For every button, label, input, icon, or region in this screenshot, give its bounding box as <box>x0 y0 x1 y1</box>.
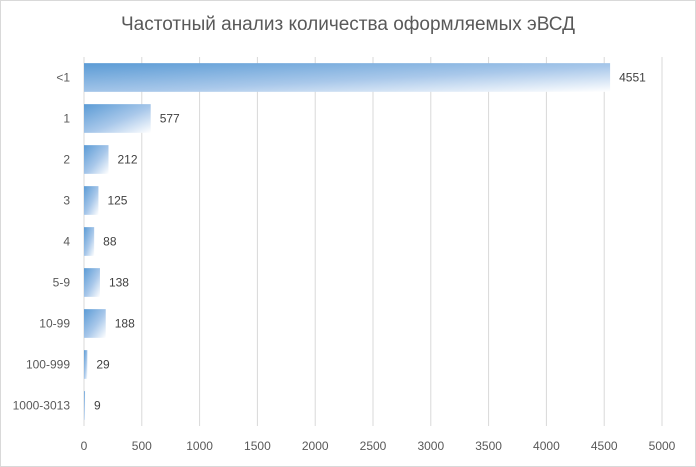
data-label: 138 <box>109 276 129 290</box>
category-label: <1 <box>56 71 70 85</box>
x-tick-label: 2500 <box>360 439 387 453</box>
bar <box>84 63 611 92</box>
chart-title: Частотный анализ количества оформляемых … <box>121 14 575 35</box>
bar <box>84 186 99 215</box>
bars <box>84 63 611 420</box>
gridlines <box>83 57 663 426</box>
x-tick-label: 500 <box>132 439 152 453</box>
bar <box>84 227 95 256</box>
category-label: 10-99 <box>39 317 70 331</box>
bar <box>84 268 100 297</box>
data-label: 4551 <box>619 71 646 85</box>
data-label: 577 <box>160 112 180 126</box>
x-tick-label: 3000 <box>417 439 444 453</box>
x-tick-label: 1000 <box>186 439 213 453</box>
category-label: 2 <box>63 153 70 167</box>
x-tick-label: 4000 <box>533 439 560 453</box>
category-label: 5-9 <box>53 276 71 290</box>
category-label: 100-999 <box>26 358 70 372</box>
category-label: 1000-3013 <box>13 399 71 413</box>
data-label: 188 <box>115 317 135 331</box>
category-label: 4 <box>63 235 70 249</box>
data-label: 212 <box>118 153 138 167</box>
x-tick-label: 4500 <box>591 439 618 453</box>
category-label: 3 <box>63 194 70 208</box>
x-tick-label: 1500 <box>244 439 271 453</box>
x-tick-label: 5000 <box>649 439 676 453</box>
x-tick-label: 0 <box>81 439 88 453</box>
bar <box>84 391 86 420</box>
category-label: 1 <box>63 112 70 126</box>
bar <box>84 145 109 174</box>
bar <box>84 309 106 338</box>
data-label: 29 <box>96 358 110 372</box>
bar <box>84 104 151 133</box>
bar <box>84 350 88 379</box>
x-tick-label: 2000 <box>302 439 329 453</box>
data-label: 125 <box>107 194 127 208</box>
data-label: 9 <box>94 399 101 413</box>
labels: 0 500 1000 1500 2000 2500 3000 3500 4000 4500 5000… <box>13 71 676 454</box>
data-label: 88 <box>103 235 117 249</box>
x-tick-label: 3500 <box>475 439 502 453</box>
